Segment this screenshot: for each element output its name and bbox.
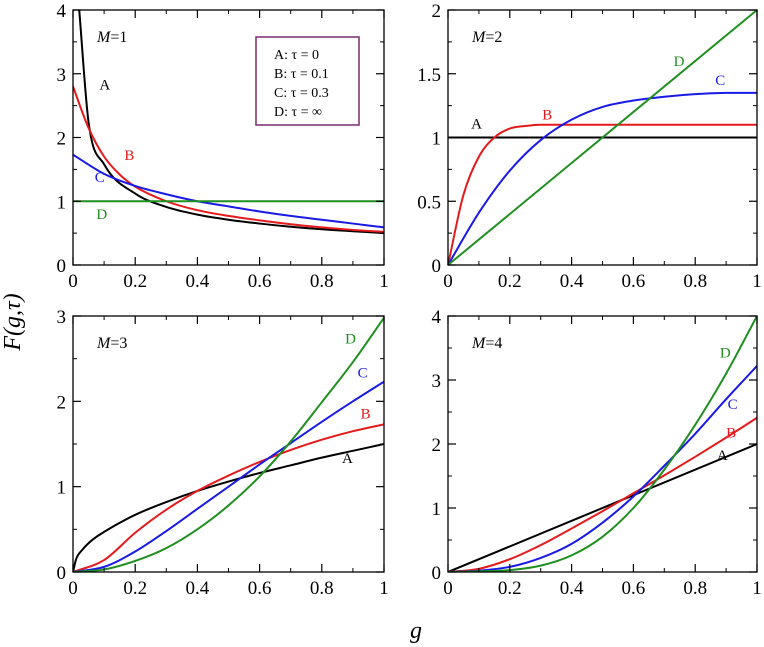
x-tick-label: 0.6 <box>622 578 646 599</box>
x-tick-label: 0 <box>68 271 78 292</box>
y-tick-label: 2 <box>57 392 67 413</box>
series-c-line <box>73 153 384 229</box>
x-tick-label: 0.2 <box>498 578 522 599</box>
curves <box>448 316 757 572</box>
x-tick-label: 0 <box>443 271 453 292</box>
x-tick-label: 0 <box>443 578 453 599</box>
panel-label: M=1 <box>96 29 127 46</box>
legend: A: τ = 0 B: τ = 0.1 C: τ = 0.3 D: τ = ∞ <box>255 36 360 126</box>
x-tick-label: 0.4 <box>560 578 584 599</box>
x-axis-title: g <box>410 618 422 644</box>
y-tick-label: 4 <box>432 307 442 328</box>
curve-label-c: C <box>715 73 725 89</box>
x-tick-label: 0.8 <box>683 578 707 599</box>
curve-label-b: B <box>124 148 134 164</box>
panel-m1: 0 0.2 0.4 0.6 0.8 1 0 1 2 3 4 M=1 A B C D <box>57 1 389 292</box>
curve-label-b: B <box>542 108 552 124</box>
x-tick-label: 0.6 <box>622 271 646 292</box>
curve-label-d: D <box>96 207 107 223</box>
y-tick-label: 1.5 <box>417 65 441 86</box>
series-a-line <box>448 443 757 572</box>
plot-frame <box>72 315 385 573</box>
y-tick-label: 3 <box>57 65 67 86</box>
x-tick-label: 0.4 <box>186 271 210 292</box>
x-tick-label: 1 <box>752 578 762 599</box>
legend-entry-c: C: τ = 0.3 <box>274 86 329 101</box>
series-c-line <box>448 91 757 265</box>
curve-label-c: C <box>728 397 738 413</box>
y-tick-label: 2 <box>432 1 442 22</box>
curve-label-d: D <box>720 346 731 362</box>
x-tick-label: 0.2 <box>123 271 147 292</box>
curve-label-c: C <box>95 170 105 186</box>
curve-label-a: A <box>342 451 353 467</box>
y-tick-label: 0.5 <box>417 192 441 213</box>
panel-m4: 0 0.2 0.4 0.6 0.8 1 0 1 2 3 4 M=4 ABC D <box>432 307 762 599</box>
panel-m3: 0 0.2 0.4 0.6 0.8 1 0 1 2 3 M=3 A B C D <box>57 307 389 599</box>
y-tick-label: 1 <box>432 499 442 520</box>
curve-label-b: B <box>726 426 736 442</box>
x-tick-label: 0 <box>68 578 78 599</box>
series-b-line <box>73 85 384 233</box>
x-tick-label: 0.4 <box>560 271 584 292</box>
series-c-line <box>73 380 384 572</box>
series-a-line <box>78 10 384 235</box>
series-a-line <box>73 443 384 572</box>
curves <box>73 316 384 572</box>
series-d-line <box>448 10 757 265</box>
panel-m2: 0 0.2 0.4 0.6 0.8 1 0 0.5 1 1.5 2 M=2 A B C D <box>417 1 762 292</box>
y-tick-label: 3 <box>57 307 67 328</box>
legend-entry-b: B: τ = 0.1 <box>274 67 329 82</box>
y-tick-label: 0 <box>432 563 442 584</box>
series-b-line <box>73 423 384 572</box>
y-tick-label: 0 <box>57 563 67 584</box>
plot-frame <box>447 315 758 573</box>
panel-label: M=4 <box>471 335 502 352</box>
panel-label: M=3 <box>96 335 127 352</box>
panel-label: M=2 <box>471 29 502 46</box>
curves <box>73 10 384 235</box>
curve-label-d: D <box>674 54 685 70</box>
legend-entry-a: A: τ = 0 <box>274 48 319 63</box>
curve-label-a: A <box>471 117 482 133</box>
x-tick-label: 0.4 <box>186 578 210 599</box>
curve-label-b: B <box>361 406 371 422</box>
series-b-line <box>448 416 757 572</box>
x-tick-label: 0.8 <box>683 271 707 292</box>
curve-label-d: D <box>345 331 356 347</box>
x-tick-label: 1 <box>379 271 389 292</box>
legend-entry-d: D: τ = ∞ <box>274 105 322 120</box>
y-axis-title: F(g,τ) <box>0 293 26 351</box>
y-tick-label: 3 <box>432 371 442 392</box>
y-tick-label: 4 <box>57 1 67 22</box>
x-tick-label: 1 <box>752 271 762 292</box>
x-tick-label: 0.2 <box>123 578 147 599</box>
y-tick-label: 0 <box>432 256 442 277</box>
x-tick-label: 0.8 <box>310 578 334 599</box>
x-tick-label: 1 <box>379 578 389 599</box>
x-tick-label: 0.8 <box>310 271 334 292</box>
series-d-line <box>448 316 757 572</box>
series-d-line <box>73 316 384 572</box>
y-tick-label: 1 <box>432 129 442 150</box>
x-tick-label: 0.6 <box>248 271 272 292</box>
series-b-line <box>448 123 757 265</box>
curve-label-a: A <box>99 78 110 94</box>
x-tick-label: 0.2 <box>498 271 522 292</box>
y-tick-label: 2 <box>57 129 67 150</box>
x-tick-label: 0.6 <box>248 578 272 599</box>
legend-box <box>255 36 360 126</box>
y-tick-label: 2 <box>432 435 442 456</box>
y-tick-label: 1 <box>57 478 67 499</box>
y-tick-label: 1 <box>57 192 67 213</box>
y-tick-label: 0 <box>57 256 67 277</box>
curve-label-a: A <box>717 448 728 464</box>
curves <box>448 10 757 265</box>
curve-label-c: C <box>358 365 368 381</box>
series-c-line <box>448 364 757 572</box>
